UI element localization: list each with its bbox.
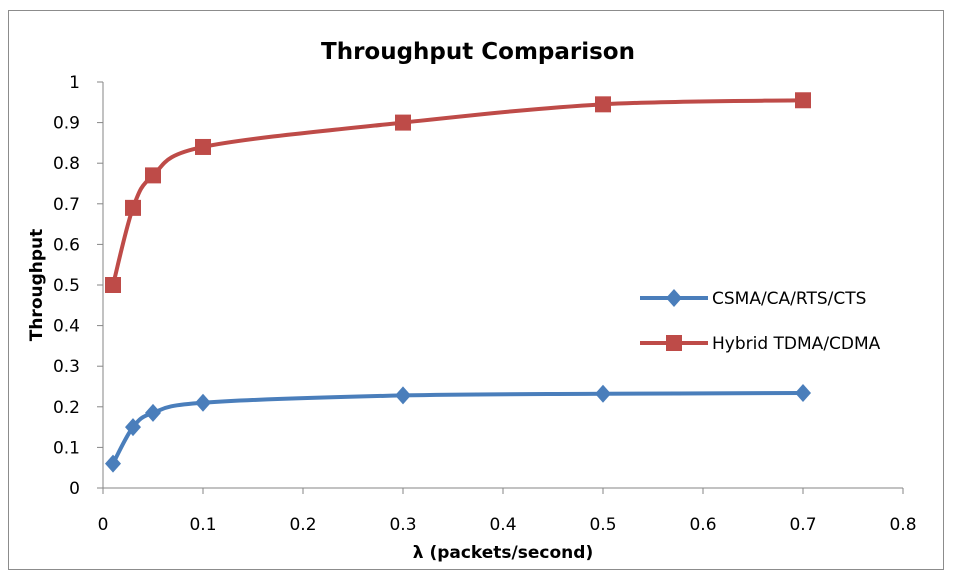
x-tick-label: 0.5 — [589, 515, 616, 535]
x-tick-label: 0.2 — [289, 515, 316, 535]
data-point-square — [105, 277, 121, 293]
x-tick-label: 0 — [98, 515, 109, 535]
legend-label: CSMA/CA/RTS/CTS — [712, 289, 866, 309]
x-tick-label: 0.4 — [489, 515, 516, 535]
data-point-diamond — [795, 383, 811, 402]
x-tick-label: 0.6 — [689, 515, 716, 535]
data-point-square — [145, 167, 161, 184]
legend-item: Hybrid TDMA/CDMA — [640, 334, 881, 354]
axes: 0 0.1 0.2 0.3 0.4 0.5 0.6 0.7 0.8 0.9 1 0 0.1 0.2 0.3 0… — [53, 73, 917, 535]
data-point-diamond — [395, 386, 411, 405]
x-tick-label: 0.7 — [789, 515, 816, 535]
x-tick-label: 0.1 — [189, 515, 216, 535]
y-tick-label: 1 — [69, 73, 80, 93]
y-tick-label: 0.6 — [53, 235, 80, 255]
data-point-diamond — [125, 418, 141, 437]
x-tick-label: 0.3 — [389, 515, 416, 535]
legend-label: Hybrid TDMA/CDMA — [712, 334, 881, 354]
series-1 — [105, 383, 811, 473]
y-tick-label: 0.2 — [53, 398, 80, 418]
y-tick-label: 0.9 — [53, 114, 80, 134]
y-tick-label: 0.3 — [53, 357, 80, 377]
data-point-diamond — [145, 403, 161, 422]
legend-marker — [666, 289, 682, 307]
data-point-square — [195, 138, 211, 155]
series-layer — [105, 92, 811, 473]
y-tick-label: 0.8 — [53, 154, 80, 174]
x-axis-label: λ (packets/second) — [413, 543, 593, 563]
data-point-diamond — [195, 393, 211, 412]
legend: CSMA/CA/RTS/CTS Hybrid TDMA/CDMA — [640, 289, 881, 354]
chart-title: Throughput Comparison — [321, 39, 635, 65]
series-line — [111, 390, 804, 465]
data-point-diamond — [105, 454, 121, 473]
y-axis-label: Throughput — [27, 229, 47, 342]
series-line — [111, 98, 804, 286]
y-tick-label: 0.1 — [53, 438, 80, 458]
legend-marker — [666, 335, 682, 351]
data-point-square — [795, 92, 811, 109]
series-2 — [105, 92, 811, 293]
legend-item: CSMA/CA/RTS/CTS — [640, 289, 866, 309]
y-tick-label: 0 — [69, 479, 80, 499]
y-tick-label: 0.4 — [53, 317, 80, 337]
y-tick-label: 0.7 — [53, 195, 80, 215]
data-point-square — [125, 199, 141, 216]
data-point-square — [395, 114, 411, 131]
data-point-square — [595, 96, 611, 113]
chart-frame — [8, 10, 944, 570]
data-point-diamond — [595, 384, 611, 403]
x-tick-label: 0.8 — [889, 515, 916, 535]
y-tick-label: 0.5 — [53, 276, 80, 296]
